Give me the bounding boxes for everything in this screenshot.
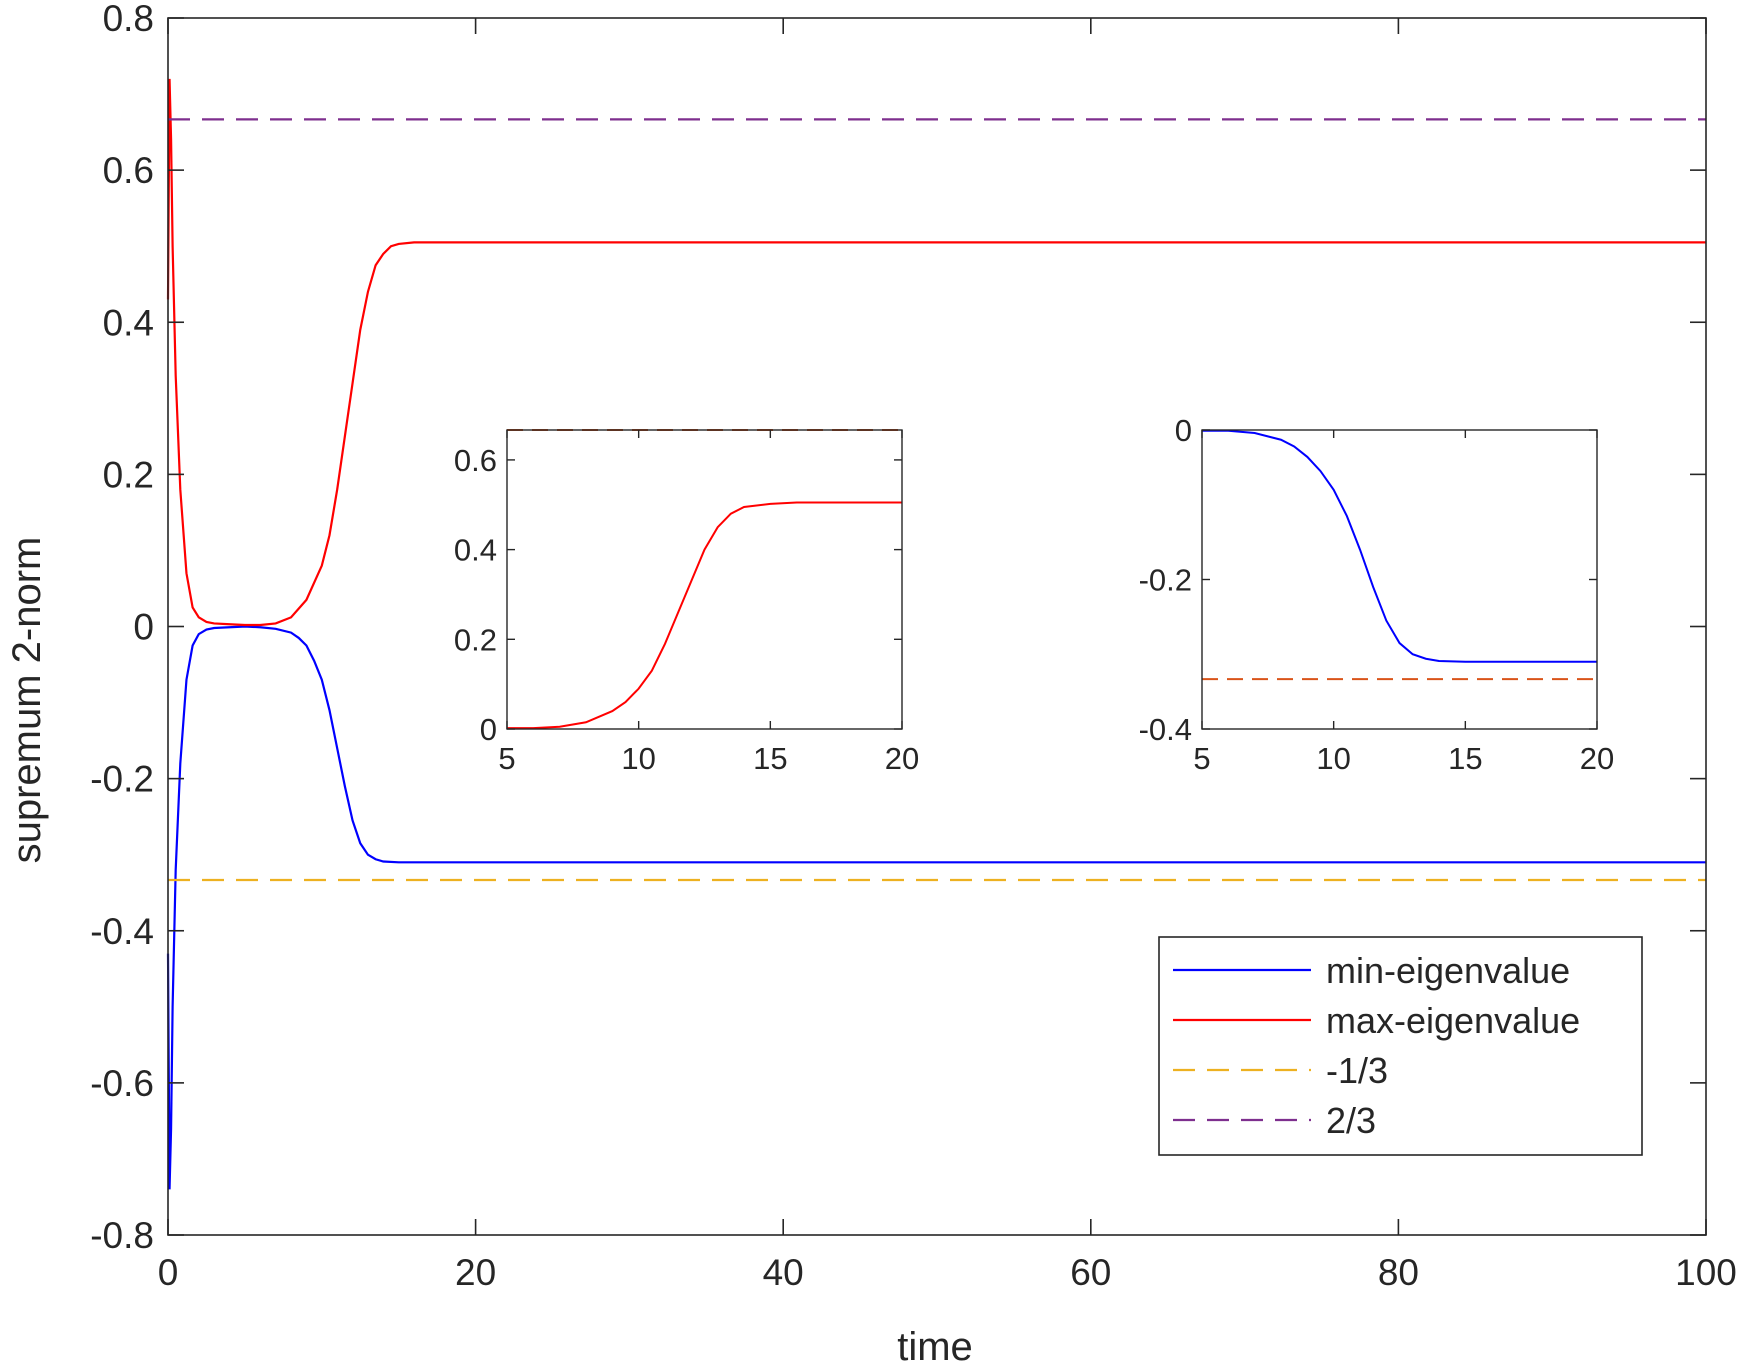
series-max-eigenvalue (166, 78, 1706, 627)
series-min-eigenvalue (166, 625, 1706, 1190)
inset-y-tick-label: 0.4 (454, 533, 497, 568)
inset-series-max-eigenvalue (507, 501, 902, 730)
legend-label: max-eigenvalue (1326, 1000, 1580, 1041)
y-tick-label: 0.6 (103, 150, 154, 191)
inset-y-tick-label: 0.2 (454, 622, 497, 657)
x-tick-label: 100 (1675, 1252, 1737, 1293)
legend-label: min-eigenvalue (1326, 950, 1570, 991)
inset-axes-frame (506, 429, 903, 730)
inset-x-tick-label: 20 (1580, 741, 1614, 776)
inset-background (1202, 430, 1597, 729)
y-tick-label: 0.4 (103, 302, 154, 343)
legend-label: 2/3 (1326, 1100, 1376, 1141)
x-axis-label: time (897, 1325, 973, 1369)
y-axis-label: supremum 2-norm (5, 537, 49, 864)
inset-y-tick-label: -0.2 (1139, 563, 1192, 598)
y-tick-label: 0.8 (103, 0, 154, 39)
y-tick-label: -0.2 (90, 759, 154, 800)
inset-y-tick-label: -0.4 (1139, 712, 1192, 747)
y-tick-label: 0.2 (103, 454, 154, 495)
y-tick-label: 0 (133, 607, 154, 648)
inset-series-min-eigenvalue (1202, 429, 1597, 663)
inset-max-eigenvalue: 5 10 15 20 0 0.2 0.4 0.6 (454, 429, 919, 776)
x-tick-label: 80 (1378, 1252, 1419, 1293)
main-plot: 0 20 40 60 80 100-0.8-0.6-0.4-0.200.20.40.60.… (90, 0, 1737, 1293)
inset-y-tick-label: 0 (480, 712, 497, 747)
inset-x-tick-label: 10 (1316, 741, 1350, 776)
inset-y-tick-label: 0 (1175, 413, 1192, 448)
inset-x-tick-label: 15 (753, 741, 787, 776)
inset-x-tick-label: 5 (498, 741, 515, 776)
inset-x-tick-label: 10 (621, 741, 655, 776)
y-tick-label: -0.6 (90, 1063, 154, 1104)
legend: min-eigenvalue max-eigenvalue -1/3 2/3 (1158, 936, 1643, 1156)
x-tick-label: 20 (455, 1252, 496, 1293)
x-tick-label: 60 (1070, 1252, 1111, 1293)
inset-x-tick-label: 15 (1448, 741, 1482, 776)
y-tick-label: -0.8 (90, 1215, 154, 1256)
legend-label: -1/3 (1326, 1050, 1388, 1091)
inset-min-eigenvalue: 5 10 15 20 -0.4 -0.2 0 (1139, 413, 1615, 776)
legend-box (1158, 936, 1643, 1156)
inset-x-tick-label: 5 (1193, 741, 1210, 776)
x-tick-label: 0 (158, 1252, 179, 1293)
inset-y-tick-label: 0.6 (454, 443, 497, 478)
y-tick-label: -0.4 (90, 911, 154, 952)
inset-background (507, 430, 902, 729)
x-tick-label: 40 (763, 1252, 804, 1293)
inset-x-tick-label: 20 (885, 741, 919, 776)
